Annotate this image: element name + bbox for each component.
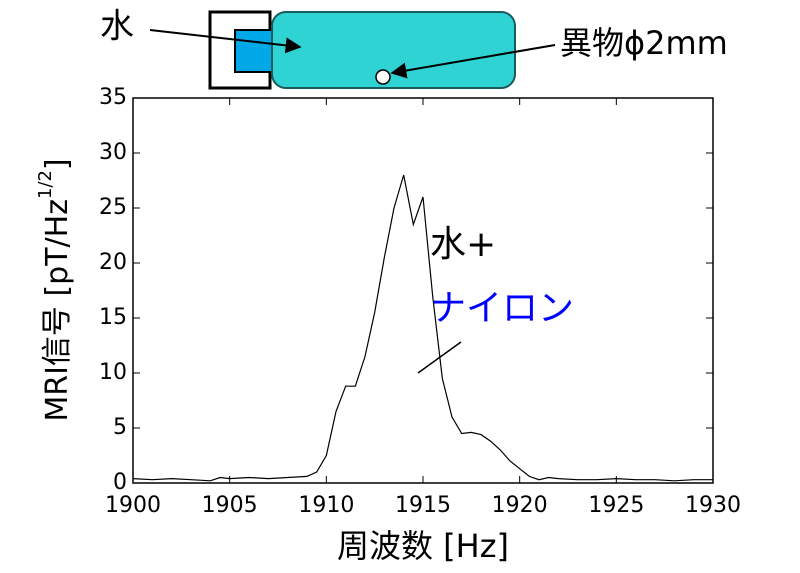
annotation: ナイロン (430, 288, 574, 329)
x-tick-label: 1925 (588, 493, 644, 518)
y-label-main: MRI信号 [pT/Hz (40, 199, 75, 422)
page: 水 異物ϕ2mm 周波数 [Hz] MRI信号 [pT/Hz1/2] 0 5 10 1… (0, 0, 800, 573)
x-tick-label: 1900 (105, 493, 161, 518)
x-tick-label: 1905 (202, 493, 258, 518)
chart: 水 異物ϕ2mm 周波数 [Hz] MRI信号 [pT/Hz1/2] 0 5 10 1… (0, 0, 800, 573)
y-tick-label: 25 (99, 195, 127, 220)
y-tick-label: 10 (99, 360, 127, 385)
foreign-object (376, 70, 390, 84)
y-tick-label: 0 (113, 470, 127, 495)
y-tick-label: 20 (99, 250, 127, 275)
plot-frame (133, 98, 713, 483)
water-label: 水 (100, 7, 134, 47)
x-axis-label: 周波数 [Hz] (337, 527, 509, 565)
y-tick-label: 30 (99, 140, 127, 165)
y-label-end: ] (40, 158, 75, 170)
x-tick-label: 1930 (685, 493, 741, 518)
tube (272, 12, 515, 88)
water-block (235, 30, 273, 72)
annotation: 水+ (430, 224, 496, 265)
x-tick-label: 1915 (395, 493, 451, 518)
y-label-sup: 1/2 (35, 170, 56, 199)
x-tick-label: 1910 (298, 493, 354, 518)
data-line (133, 175, 713, 481)
y-tick-label: 35 (99, 85, 127, 110)
foreign-label: 異物ϕ2mm (560, 24, 728, 62)
y-tick-label: 15 (99, 305, 127, 330)
x-tick-label: 1920 (492, 493, 548, 518)
y-axis-label: MRI信号 [pT/Hz1/2] (35, 158, 75, 421)
y-tick-label: 5 (113, 415, 127, 440)
